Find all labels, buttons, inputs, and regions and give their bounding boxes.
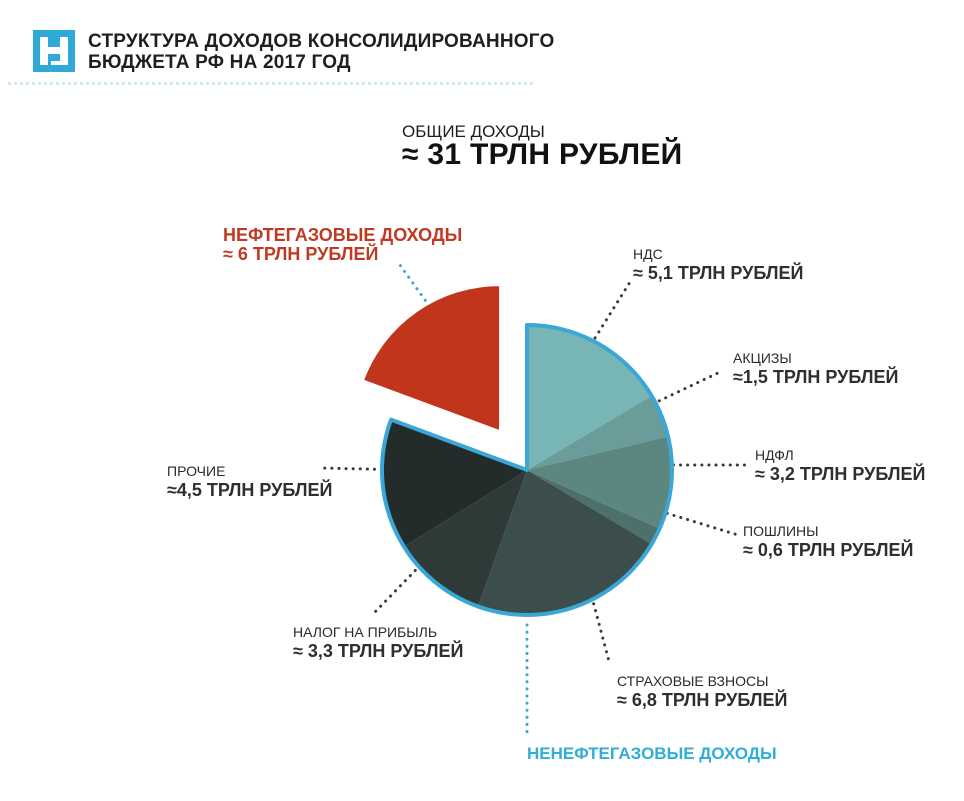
pie-slice-profit-tax <box>403 470 527 607</box>
pie-slice-income-tax <box>527 436 672 529</box>
logo-icon <box>33 30 75 72</box>
label-excises-name: АКЦИЗЫ <box>733 350 792 366</box>
label-excises: АКЦИЗЫ ≈1,5 ТРЛН РУБЛЕЙ <box>733 349 898 387</box>
label-income-tax-value: ≈ 3,2 ТРЛН РУБЛЕЙ <box>755 464 926 484</box>
leader-line-insurance <box>588 588 612 667</box>
label-vat-name: НДС <box>633 246 663 262</box>
pie-slices <box>362 285 672 615</box>
label-other-name: ПРОЧИЕ <box>167 463 226 479</box>
non-oil-gas-outline <box>380 323 674 617</box>
label-other: ПРОЧИЕ ≈4,5 ТРЛН РУБЛЕЙ <box>167 462 332 500</box>
header-divider <box>8 82 533 85</box>
label-profit-tax-value: ≈ 3,3 ТРЛН РУБЛЕЙ <box>293 641 464 661</box>
non-oil-gas-group-label: НЕНЕФТЕГАЗОВЫЕ ДОХОДЫ <box>527 744 777 763</box>
label-profit-tax: НАЛОГ НА ПРИБЫЛЬ ≈ 3,3 ТРЛН РУБЛЕЙ <box>293 623 463 661</box>
label-income-tax-name: НДФЛ <box>755 447 794 463</box>
pie-slice-other <box>382 419 527 547</box>
leader-line-duties <box>638 503 740 537</box>
label-duties-value: ≈ 0,6 ТРЛН РУБЛЕЙ <box>743 540 914 560</box>
label-insurance-name: СТРАХОВЫЕ ВЗНОСЫ <box>617 673 769 689</box>
label-excises-value: ≈1,5 ТРЛН РУБЛЕЙ <box>733 367 899 387</box>
label-insurance-value: ≈ 6,8 ТРЛН РУБЛЕЙ <box>617 690 788 710</box>
label-oil-gas: НЕФТЕГАЗОВЫЕ ДОХОДЫ ≈ 6 ТРЛН РУБЛЕЙ <box>223 226 462 264</box>
label-oil-gas-value: ≈ 6 ТРЛН РУБЛЕЙ <box>223 244 379 264</box>
label-oil-gas-name: НЕФТЕГАЗОВЫЕ ДОХОДЫ <box>223 225 463 245</box>
label-insurance: СТРАХОВЫЕ ВЗНОСЫ ≈ 6,8 ТРЛН РУБЛЕЙ <box>617 672 787 710</box>
pie-slice-excises <box>527 395 669 470</box>
total-income-caption: ОБЩИЕ ДОХОДЫ <box>402 122 545 141</box>
label-duties-name: ПОШЛИНЫ <box>743 523 819 539</box>
pie-slice-oil-gas <box>362 285 501 432</box>
pie-slice-duties <box>527 470 660 545</box>
label-income-tax: НДФЛ ≈ 3,2 ТРЛН РУБЛЕЙ <box>755 446 925 484</box>
page-title: СТРУКТУРА ДОХОДОВ КОНСОЛИДИРОВАННОГО БЮД… <box>88 31 555 73</box>
label-duties: ПОШЛИНЫ ≈ 0,6 ТРЛН РУБЛЕЙ <box>743 522 913 560</box>
label-vat-value: ≈ 5,1 ТРЛН РУБЛЕЙ <box>633 263 804 283</box>
label-vat: НДС ≈ 5,1 ТРЛН РУБЛЕЙ <box>633 245 803 283</box>
label-other-value: ≈4,5 ТРЛН РУБЛЕЙ <box>167 480 333 500</box>
pie-slice-insurance <box>478 470 652 615</box>
total-income-value: ≈ 31 ТРЛН РУБЛЕЙ <box>402 138 683 171</box>
label-profit-tax-name: НАЛОГ НА ПРИБЫЛЬ <box>293 624 438 640</box>
